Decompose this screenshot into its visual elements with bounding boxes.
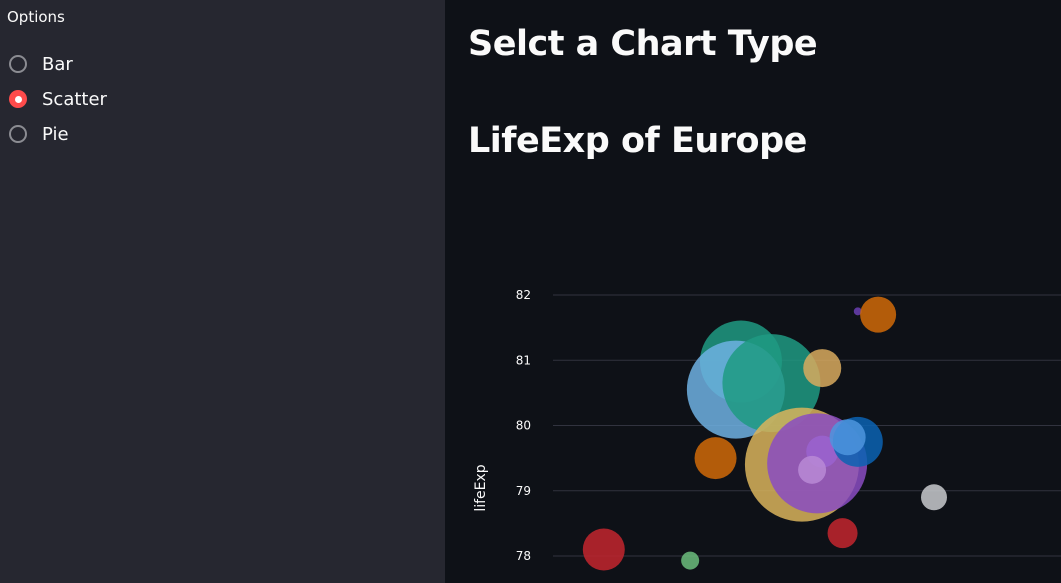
radio-unselected-icon[interactable] [9,55,27,73]
y-tick-label: 81 [516,353,531,367]
scatter-point[interactable] [827,518,858,549]
scatter-chart: 78 79 80 81 82 lifeExp [473,288,1061,571]
y-tick-label: 79 [516,484,531,498]
y-tick-label: 78 [516,549,531,563]
options-label: Options [7,8,65,26]
sidebar: Options Bar Scatter Pie [0,0,445,583]
radio-option-bar[interactable]: Bar [9,53,73,75]
scatter-point[interactable] [582,528,625,571]
main-content: Selct a Chart Type LifeExp of Europe 78 7… [445,0,1061,583]
radio-label-pie: Pie [42,123,69,145]
y-tick-label: 82 [516,288,531,302]
page-title: Selct a Chart Type [468,24,818,64]
radio-option-pie[interactable]: Pie [9,123,69,145]
radio-label-bar: Bar [42,53,73,75]
scatter-point[interactable] [694,437,737,480]
scatter-point[interactable] [853,307,862,316]
radio-label-scatter: Scatter [42,88,107,110]
scatter-point[interactable] [829,419,866,456]
scatter-point[interactable] [681,551,700,570]
radio-unselected-icon[interactable] [9,125,27,143]
y-axis-label: lifeExp [473,464,489,511]
scatter-point[interactable] [860,296,897,333]
radio-selected-icon[interactable] [9,90,27,108]
scatter-point[interactable] [722,334,821,433]
scatter-point[interactable] [803,349,842,388]
radio-option-scatter[interactable]: Scatter [9,88,107,110]
scatter-point[interactable] [921,484,947,511]
chart-heading: LifeExp of Europe [468,121,807,161]
scatter-point[interactable] [798,455,827,484]
y-tick-label: 80 [516,419,531,433]
